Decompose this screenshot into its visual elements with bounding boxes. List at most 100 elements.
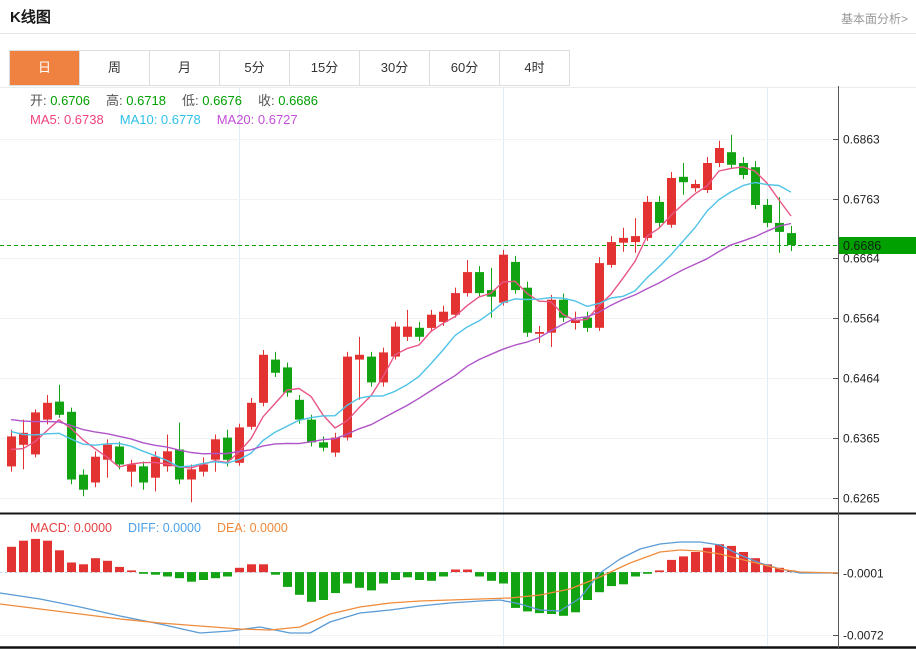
tab-interval-1[interactable]: 周 [80,51,150,85]
candle-body [331,437,340,453]
candle-body [595,263,604,328]
candle-body [655,201,664,223]
macd-bar [643,572,652,574]
macd-bar [163,572,172,577]
macd-bar [739,552,748,573]
candle-body [43,402,52,420]
candle-body [547,299,556,333]
candle-body [31,412,40,455]
candle-body [355,354,364,360]
macd-bar [103,560,112,573]
legend-item: 收: 0.6686 [258,93,318,108]
tab-interval-3[interactable]: 5分 [220,51,290,85]
candle-body [775,222,784,232]
tab-interval-4[interactable]: 15分 [290,51,360,85]
candle-body [187,469,196,480]
header-divider [0,33,916,34]
tab-interval-2[interactable]: 月 [150,51,220,85]
tab-interval-7[interactable]: 4时 [500,51,569,85]
macd-axis-label: -0.0072 [843,629,884,643]
tab-interval-6[interactable]: 60分 [430,51,500,85]
candle-body [367,356,376,383]
fundamental-analysis-link[interactable]: 基本面分析> [840,12,908,26]
candle-body [691,184,700,189]
macd-bar [187,572,196,582]
candle-body [223,437,232,460]
macd-bar [439,572,448,577]
macd-bar [751,558,760,573]
legend-item: MA5: 0.6738 [30,112,104,127]
macd-bar [523,572,532,612]
macd-bar [19,540,28,573]
macd-bar [715,544,724,573]
legend-item: DIFF: 0.0000 [127,521,201,535]
ma20-line [10,222,792,455]
macd-bar [331,572,340,594]
legend-item: 高: 0.6718 [106,93,166,108]
candle-body [319,442,328,448]
candle-body [103,444,112,460]
macd-bar [367,572,376,591]
tab-interval-0[interactable]: 日 [10,51,80,85]
macd-bar [175,572,184,579]
candle-body [151,456,160,478]
interval-tabbar: 日周月 5分 15分 30分 60分 4时 [9,50,570,86]
candle-body [643,201,652,238]
macd-bar [487,572,496,581]
price-axis-label: 0.6863 [843,133,880,147]
macd-bar [379,572,388,584]
page-title: K线图 [10,9,51,26]
macd-bar [31,538,40,573]
legend-item: MA20: 0.6727 [216,112,298,127]
candle-body [79,474,88,490]
price-axis-label: 0.6564 [843,312,880,326]
candle-body [619,237,628,243]
ma5-line [10,166,792,469]
chart-top-border [0,87,916,88]
candle-body [307,419,316,443]
candle-body [199,464,208,472]
macd-bar [115,566,124,573]
candle-body [403,326,412,337]
dea-line [0,549,839,631]
ohlc-legend: 开: 0.6706 高: 0.6718 低: 0.6676 收: 0.6686 [30,90,334,109]
macd-bar [499,572,508,584]
price-axis-label: 0.6763 [843,193,880,207]
candle-body [163,451,172,467]
candle-body [727,152,736,165]
macd-bar [55,550,64,573]
candle-body [295,399,304,420]
macd-bar [583,572,592,600]
macd-bar [691,552,700,573]
candle-body [379,352,388,383]
macd-bar [679,556,688,573]
macd-bar [211,572,220,579]
candle-body [463,272,472,294]
macd-bar [271,572,280,575]
candle-body [55,401,64,415]
candle-body [343,356,352,438]
candle-body [391,326,400,357]
macd-bar [283,572,292,587]
candle-body [271,359,280,373]
macd-bar [7,546,16,573]
macd-bar [391,572,400,580]
candle-body [523,287,532,333]
candle-body [259,354,268,403]
macd-bar [511,572,520,608]
tab-interval-5[interactable]: 30分 [360,51,430,85]
macd-axis-label: -0.0001 [843,567,884,581]
candle-body [175,449,184,480]
macd-bar [727,545,736,573]
candle-body [7,436,16,467]
candle-body [739,163,748,175]
candle-body [715,148,724,163]
candle-body [115,446,124,465]
candle-body [667,178,676,225]
legend-item: 低: 0.6676 [182,93,242,108]
macd-bar [655,570,664,573]
candle-body [535,332,544,334]
macd-legend: MACD: 0.0000 DIFF: 0.0000 DEA: 0.0000 [30,521,304,535]
